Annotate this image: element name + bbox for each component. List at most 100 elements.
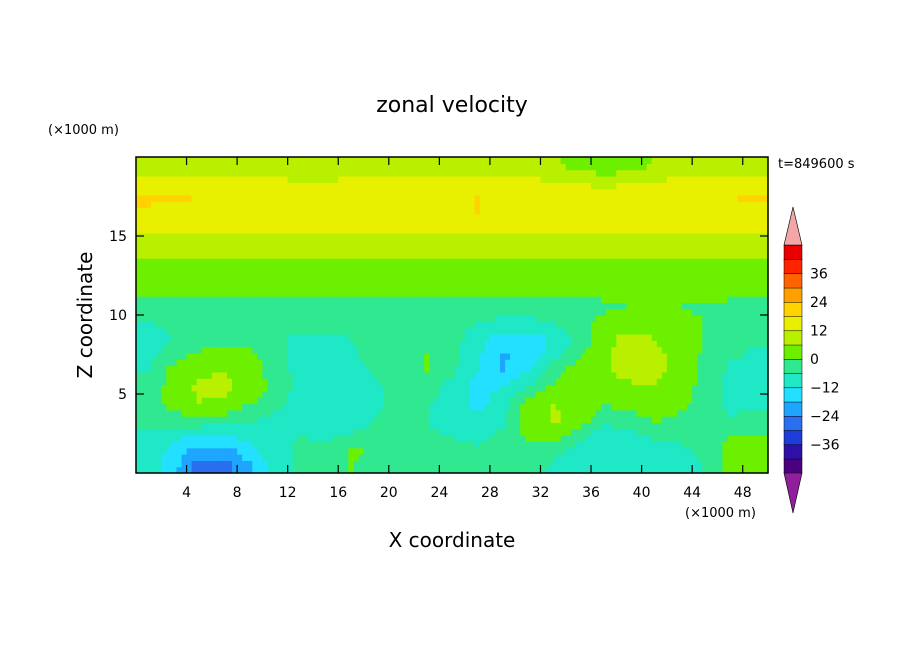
field-cell [535, 333, 542, 341]
field-cell [136, 384, 142, 392]
field-cell [429, 390, 435, 398]
field-cell [510, 416, 516, 424]
field-cell [312, 264, 319, 272]
field-cell [383, 258, 390, 266]
field-cell [585, 245, 592, 253]
field-cell [403, 321, 410, 329]
field-cell [439, 403, 446, 411]
field-cell [671, 460, 678, 468]
field-cell [550, 378, 557, 386]
field-cell [277, 220, 284, 228]
field-cell [176, 302, 183, 310]
field-cell [267, 308, 274, 316]
field-cell [646, 371, 653, 379]
field-cell [707, 428, 713, 436]
field-cell [318, 435, 324, 442]
field-cell [312, 441, 319, 449]
field-cell [146, 416, 152, 424]
field-cell [363, 333, 370, 341]
field-cell [221, 390, 228, 398]
field-cell [363, 454, 370, 461]
field-cell [560, 390, 567, 398]
field-cell [227, 428, 233, 436]
field-cell [489, 315, 496, 322]
field-cell [550, 365, 557, 373]
field-cell [267, 359, 274, 367]
field-cell [272, 416, 279, 424]
field-cell [211, 416, 218, 424]
field-cell [363, 441, 370, 449]
field-cell [378, 245, 385, 253]
field-cell [676, 296, 683, 303]
field-cell [530, 340, 537, 348]
field-cell [479, 308, 486, 316]
field-cell [398, 416, 405, 424]
field-cell [550, 352, 557, 360]
field-cell [530, 390, 537, 398]
field-cell [479, 283, 486, 291]
field-cell [383, 454, 390, 461]
field-cell [403, 359, 410, 367]
field-cell [338, 226, 344, 234]
field-cell [520, 289, 526, 297]
field-cell [409, 466, 415, 474]
field-cell [323, 365, 329, 373]
field-cell [661, 340, 668, 348]
field-cell [141, 422, 147, 430]
field-cell [545, 220, 552, 228]
field-cell [181, 397, 188, 405]
field-cell [464, 239, 471, 247]
field-cell [469, 264, 476, 272]
field-cell [596, 403, 602, 411]
field-cell [206, 384, 213, 392]
field-cell [383, 378, 390, 386]
field-cell [651, 296, 658, 303]
field-cell [722, 327, 729, 335]
field-cell [414, 245, 420, 253]
field-cell [707, 283, 713, 291]
field-cell [429, 378, 435, 386]
field-cell [515, 441, 521, 449]
field-cell [489, 270, 496, 278]
field-cell [221, 447, 228, 455]
field-cell [570, 270, 577, 278]
field-cell [510, 251, 516, 259]
field-cell [136, 302, 142, 310]
field-cell [257, 454, 263, 461]
field-cell [641, 359, 648, 367]
field-cell [403, 365, 410, 373]
field-cell [419, 460, 425, 468]
field-cell [323, 245, 329, 253]
field-cell [434, 466, 440, 474]
field-cell [717, 460, 724, 468]
field-cell [227, 384, 233, 392]
field-cell [616, 435, 622, 442]
field-cell [156, 390, 162, 398]
field-cell [727, 403, 734, 411]
field-cell [227, 283, 233, 291]
field-cell [434, 245, 440, 253]
field-cell [671, 403, 678, 411]
field-cell [641, 466, 648, 474]
field-cell [474, 390, 481, 398]
field-cell [348, 296, 355, 303]
field-cell [661, 384, 668, 392]
field-cell [353, 315, 360, 322]
field-cell [742, 251, 749, 259]
field-cell [550, 371, 557, 379]
field-cell [176, 296, 183, 303]
field-cell [459, 283, 466, 291]
field-cell [621, 441, 628, 449]
field-cell [323, 232, 329, 240]
field-cell [328, 397, 334, 405]
field-cell [666, 302, 673, 310]
field-cell [166, 371, 172, 379]
field-cell [247, 283, 253, 291]
field-cell [429, 283, 435, 291]
field-cell [237, 296, 243, 303]
field-cell [166, 447, 172, 455]
field-cell [616, 308, 622, 316]
field-cell [611, 258, 617, 266]
field-cell [414, 454, 420, 461]
field-cell [747, 296, 754, 303]
